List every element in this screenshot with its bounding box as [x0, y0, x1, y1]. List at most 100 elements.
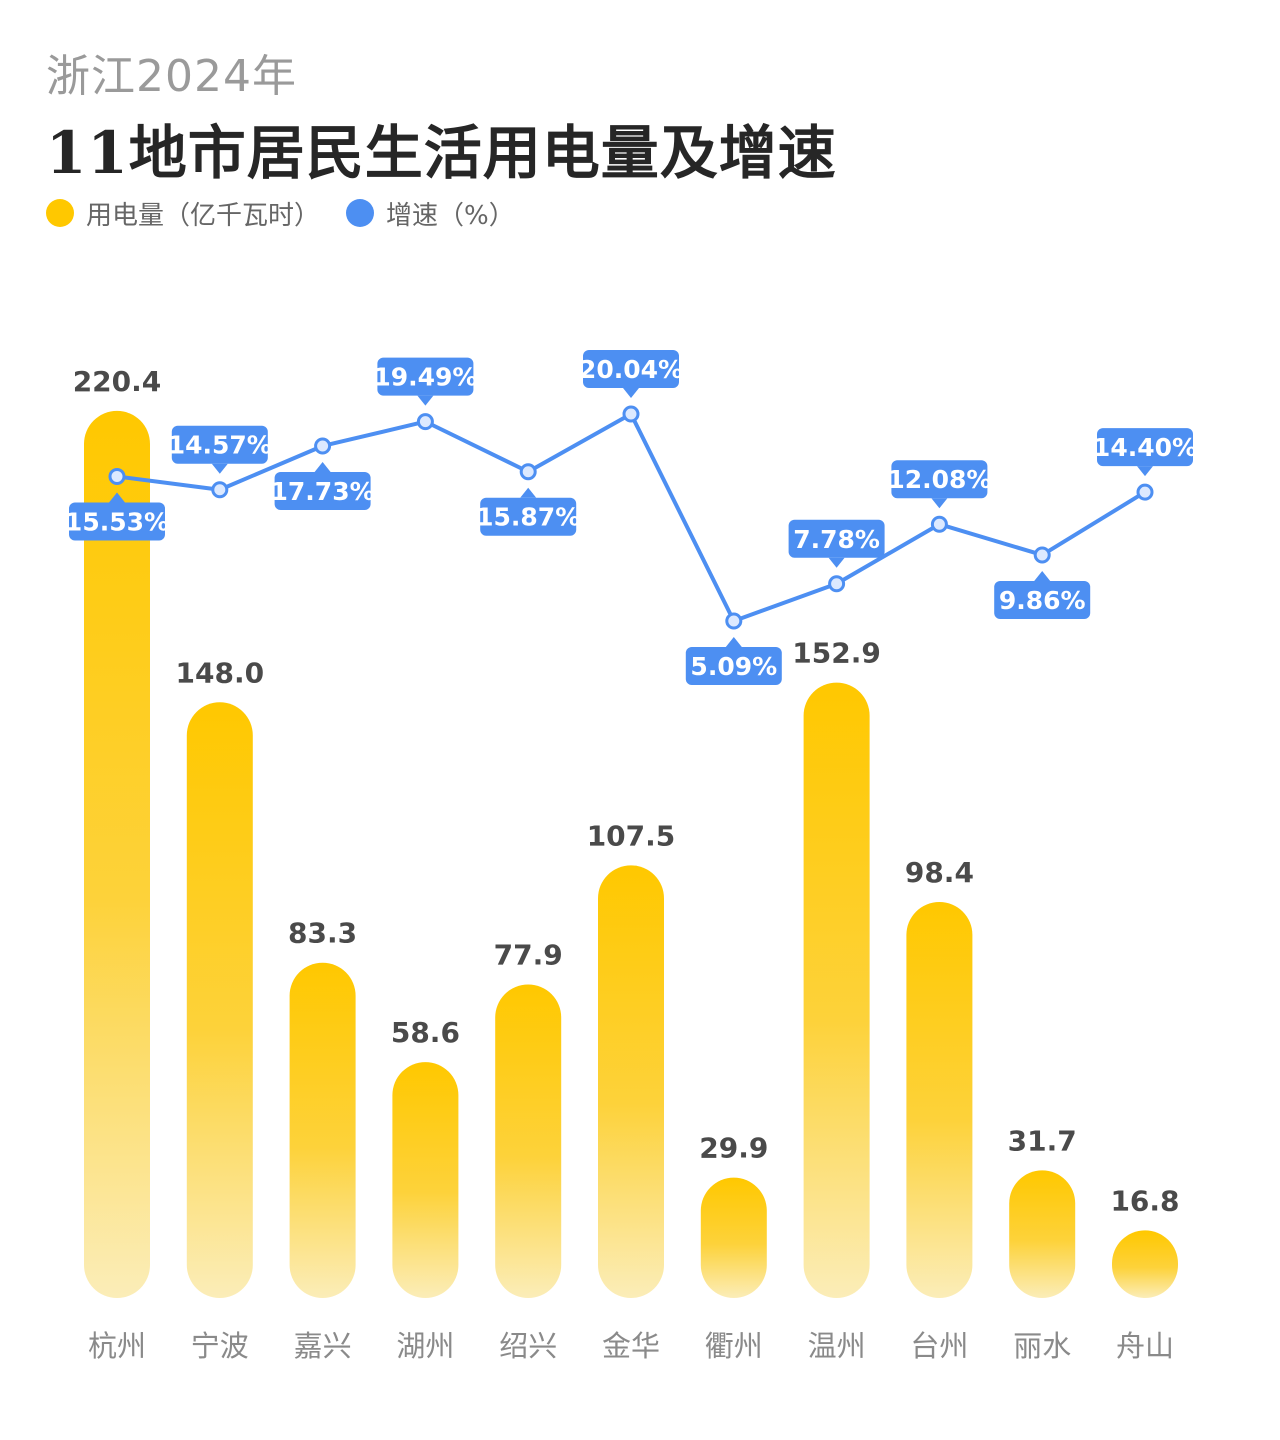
growth-label-text: 14.40% — [1093, 433, 1197, 462]
growth-label: 5.09% — [685, 637, 782, 685]
growth-point — [108, 467, 126, 485]
growth-label: 15.53% — [65, 492, 169, 541]
category-label: 台州 — [910, 1329, 968, 1363]
bar — [700, 1177, 767, 1298]
growth-label-box — [583, 350, 679, 388]
growth-label-pointer — [623, 388, 639, 398]
growth-point — [622, 405, 640, 423]
bar — [1112, 1230, 1178, 1298]
bar-value-label: 29.9 — [699, 1132, 768, 1165]
growth-label: 17.73% — [271, 461, 375, 510]
bar-value-label: 148.0 — [176, 656, 265, 689]
growth-label-box — [994, 580, 1091, 619]
category-label: 丽水 — [1013, 1329, 1071, 1363]
growth-label-text: 12.08% — [887, 465, 991, 494]
growth-label: 12.08% — [887, 460, 991, 509]
bar — [84, 410, 150, 1298]
growth-label-box — [1097, 428, 1193, 467]
growth-label-text: 14.57% — [168, 431, 272, 460]
bar-value-label: 31.7 — [1008, 1124, 1077, 1157]
growth-label-box — [685, 647, 782, 685]
bar — [289, 962, 356, 1298]
growth-point — [314, 437, 332, 455]
bar-value-label: 98.4 — [905, 856, 974, 889]
growth-label: 9.86% — [994, 570, 1091, 619]
bar — [906, 901, 973, 1298]
bar-value-label: 220.4 — [73, 365, 162, 398]
growth-label-text: 9.86% — [999, 586, 1086, 615]
growth-point — [930, 515, 948, 533]
bar — [1009, 1170, 1076, 1298]
category-label: 舟山 — [1116, 1329, 1174, 1363]
category-label: 温州 — [808, 1329, 866, 1363]
legend-swatch-consumption — [46, 199, 74, 227]
category-label: 杭州 — [88, 1329, 146, 1363]
legend-label-consumption: 用电量（亿千瓦时） — [86, 200, 321, 231]
growth-label: 14.57% — [168, 425, 272, 474]
growth-label-text: 15.87% — [476, 503, 580, 532]
growth-label-pointer — [314, 461, 331, 472]
label-layer: 220.4 杭州 148.0 宁波 83.3 嘉兴 58.6 湖州 77.9 绍兴 107.5 金华 2… — [65, 350, 1197, 1363]
growth-label-text: 19.49% — [373, 363, 477, 392]
growth-label-pointer — [1137, 466, 1153, 477]
growth-label-box — [69, 502, 165, 541]
bar — [186, 702, 253, 1298]
growth-point — [1136, 483, 1154, 501]
bar — [803, 682, 870, 1298]
growth-label: 19.49% — [373, 357, 477, 406]
growth-label-pointer — [211, 463, 228, 474]
category-label: 宁波 — [191, 1329, 249, 1363]
legend: 用电量（亿千瓦时） 增速（%） — [46, 195, 541, 232]
growth-point — [416, 413, 434, 431]
growth-label: 15.87% — [476, 487, 580, 536]
legend-swatch-growth — [346, 199, 375, 227]
growth-label-box — [377, 357, 474, 396]
line-layer — [108, 405, 1154, 630]
growth-label-box — [480, 497, 577, 536]
growth-label-text: 15.53% — [65, 507, 169, 536]
category-label: 湖州 — [396, 1329, 454, 1363]
growth-point — [1033, 546, 1051, 564]
growth-label-box — [274, 471, 371, 510]
growth-label-pointer — [109, 492, 125, 503]
growth-label-box — [891, 460, 988, 499]
bar — [598, 865, 664, 1298]
chart-subtitle: 浙江2024年 — [46, 51, 297, 102]
growth-label-text: 5.09% — [690, 652, 777, 681]
bar-value-label: 107.5 — [587, 819, 676, 852]
bar — [495, 984, 562, 1298]
bar-value-label: 77.9 — [494, 938, 563, 971]
growth-label: 20.04% — [579, 350, 683, 398]
growth-label-pointer — [828, 557, 845, 568]
growth-point — [519, 463, 537, 481]
growth-label-box — [171, 425, 268, 464]
category-label: 嘉兴 — [294, 1329, 352, 1363]
category-label: 金华 — [602, 1329, 660, 1363]
bar-layer — [84, 410, 1178, 1298]
growth-label-text: 17.73% — [271, 477, 375, 506]
growth-point — [725, 612, 743, 630]
growth-label-pointer — [931, 498, 948, 509]
legend-item-growth: 增速（%） — [346, 195, 515, 232]
growth-label-pointer — [520, 487, 537, 498]
growth-label-text: 7.78% — [793, 525, 880, 554]
growth-label-pointer — [1034, 570, 1051, 581]
growth-label: 14.40% — [1093, 428, 1197, 477]
growth-label-text: 20.04% — [579, 355, 683, 384]
legend-item-consumption: 用电量（亿千瓦时） — [46, 195, 320, 232]
bar-value-label: 152.9 — [792, 637, 881, 670]
bar — [392, 1062, 459, 1298]
bar-value-label: 58.6 — [391, 1016, 460, 1049]
growth-label-pointer — [417, 395, 434, 406]
legend-label-growth: 增速（%） — [386, 200, 515, 231]
bar-value-label: 83.3 — [288, 917, 357, 950]
growth-point — [211, 481, 229, 499]
growth-label-box — [788, 519, 885, 558]
bar-value-label: 16.8 — [1110, 1184, 1179, 1217]
growth-point — [828, 575, 846, 593]
growth-label: 7.78% — [788, 519, 885, 568]
growth-label-pointer — [725, 637, 742, 647]
category-label: 衢州 — [705, 1329, 763, 1363]
chart-title: 11地市居民生活用电量及增速 — [46, 119, 837, 187]
